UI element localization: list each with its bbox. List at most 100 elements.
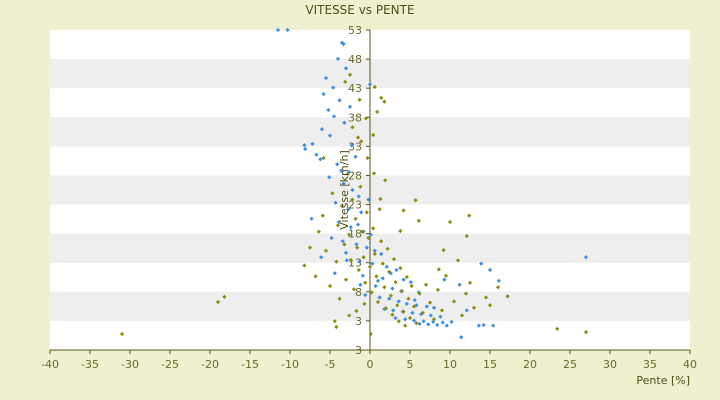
data-point-series-1 bbox=[438, 314, 443, 319]
data-point-series-2 bbox=[363, 280, 368, 285]
data-point-series-2 bbox=[348, 258, 353, 263]
data-point-series-1 bbox=[364, 245, 369, 250]
data-point-series-1 bbox=[353, 154, 358, 159]
data-point-series-2 bbox=[374, 274, 379, 279]
x-tick-label: -25 bbox=[161, 358, 179, 371]
data-point-series-1 bbox=[341, 181, 346, 186]
data-point-series-2 bbox=[382, 285, 387, 290]
x-tick-label: 0 bbox=[367, 358, 374, 371]
data-point-series-2 bbox=[435, 287, 441, 292]
data-point-series-2 bbox=[302, 263, 307, 268]
data-point-series-2 bbox=[487, 303, 493, 308]
data-point-series-2 bbox=[483, 295, 489, 300]
data-point-series-2 bbox=[417, 291, 422, 296]
data-point-series-2 bbox=[372, 251, 377, 257]
data-point-series-2 bbox=[335, 223, 341, 228]
data-point-series-1 bbox=[412, 297, 417, 303]
data-point-series-2 bbox=[387, 269, 392, 275]
y-tick-label: 18 bbox=[348, 228, 362, 241]
data-point-series-1 bbox=[357, 259, 362, 264]
data-point-series-1 bbox=[424, 304, 429, 309]
data-point-series-1 bbox=[360, 273, 365, 278]
data-point-series-2 bbox=[337, 296, 342, 301]
data-point-series-1 bbox=[318, 157, 323, 162]
data-point-series-2 bbox=[351, 287, 357, 292]
data-point-series-2 bbox=[377, 207, 382, 212]
data-point-series-1 bbox=[440, 320, 445, 325]
y-axis-title: Vitesse [km/h] bbox=[338, 150, 351, 230]
data-point-series-2 bbox=[327, 283, 333, 289]
data-point-series-2 bbox=[463, 291, 469, 296]
data-point-series-2 bbox=[455, 258, 461, 263]
data-point-series-1 bbox=[487, 267, 493, 273]
data-point-series-1 bbox=[384, 264, 389, 269]
data-point-series-1 bbox=[479, 261, 484, 266]
data-point-series-2 bbox=[354, 308, 359, 314]
x-tick-label: -20 bbox=[201, 358, 219, 371]
x-tick-label: -10 bbox=[281, 358, 299, 371]
data-point-series-2 bbox=[350, 197, 355, 202]
data-point-series-1 bbox=[319, 255, 324, 260]
data-point-series-1 bbox=[442, 277, 447, 282]
data-point-series-2 bbox=[398, 228, 403, 234]
data-point-series-2 bbox=[401, 309, 406, 314]
data-point-series-2 bbox=[383, 306, 389, 311]
data-point-series-2 bbox=[369, 290, 374, 295]
data-point-series-2 bbox=[413, 198, 418, 203]
data-point-series-1 bbox=[370, 261, 375, 266]
data-point-series-2 bbox=[385, 246, 390, 252]
data-point-series-1 bbox=[343, 250, 349, 255]
data-point-series-1 bbox=[377, 295, 382, 300]
data-point-series-1 bbox=[408, 280, 413, 285]
data-point-series-2 bbox=[362, 301, 367, 307]
data-point-series-1 bbox=[333, 200, 338, 205]
x-axis-title: Pente [%] bbox=[636, 374, 690, 387]
data-point-series-2 bbox=[414, 320, 419, 326]
data-point-series-2 bbox=[355, 135, 361, 140]
y-tick-label: 3 bbox=[355, 344, 362, 357]
data-point-series-1 bbox=[396, 299, 401, 304]
data-point-series-2 bbox=[321, 155, 326, 161]
x-tick-label: -40 bbox=[41, 358, 59, 371]
data-point-series-2 bbox=[403, 323, 408, 328]
data-point-series-1 bbox=[380, 276, 385, 281]
data-point-series-2 bbox=[388, 293, 393, 298]
data-point-series-2 bbox=[367, 264, 373, 269]
data-point-series-2 bbox=[407, 315, 413, 321]
data-point-series-1 bbox=[459, 335, 464, 340]
data-point-series-1 bbox=[373, 283, 378, 289]
y-tick-label: 28 bbox=[348, 169, 362, 182]
data-point-series-2 bbox=[356, 267, 361, 273]
y-tick-label: 53 bbox=[348, 24, 362, 37]
data-point-series-1 bbox=[314, 152, 319, 157]
data-point-series-2 bbox=[431, 317, 437, 322]
data-point-series-2 bbox=[399, 288, 405, 294]
data-point-series-2 bbox=[347, 313, 352, 318]
data-point-series-1 bbox=[355, 222, 361, 227]
data-point-series-2 bbox=[409, 283, 414, 289]
data-point-series-2 bbox=[342, 242, 347, 247]
data-point-series-2 bbox=[443, 273, 449, 278]
data-point-series-1 bbox=[339, 168, 344, 173]
data-point-series-2 bbox=[345, 171, 350, 177]
y-tick-label: 48 bbox=[348, 53, 362, 66]
y-tick-label: 23 bbox=[348, 199, 362, 212]
data-point-series-1 bbox=[583, 255, 589, 260]
data-point-series-2 bbox=[371, 132, 376, 138]
data-point-series-1 bbox=[449, 319, 454, 324]
data-point-series-1 bbox=[354, 242, 359, 247]
x-tick-label: 30 bbox=[603, 358, 617, 371]
data-point-series-1 bbox=[336, 219, 341, 225]
data-point-series-1 bbox=[426, 322, 431, 327]
data-point-series-2 bbox=[359, 229, 365, 234]
data-point-series-2 bbox=[495, 285, 501, 290]
data-point-series-1 bbox=[349, 143, 354, 148]
data-point-series-1 bbox=[366, 197, 371, 202]
data-point-series-1 bbox=[368, 232, 373, 237]
data-point-series-2 bbox=[368, 331, 373, 337]
data-point-series-1 bbox=[327, 133, 333, 138]
data-point-series-2 bbox=[371, 171, 377, 176]
data-point-series-1 bbox=[302, 143, 307, 148]
data-point-series-2 bbox=[339, 203, 345, 209]
data-point-series-2 bbox=[396, 319, 401, 324]
